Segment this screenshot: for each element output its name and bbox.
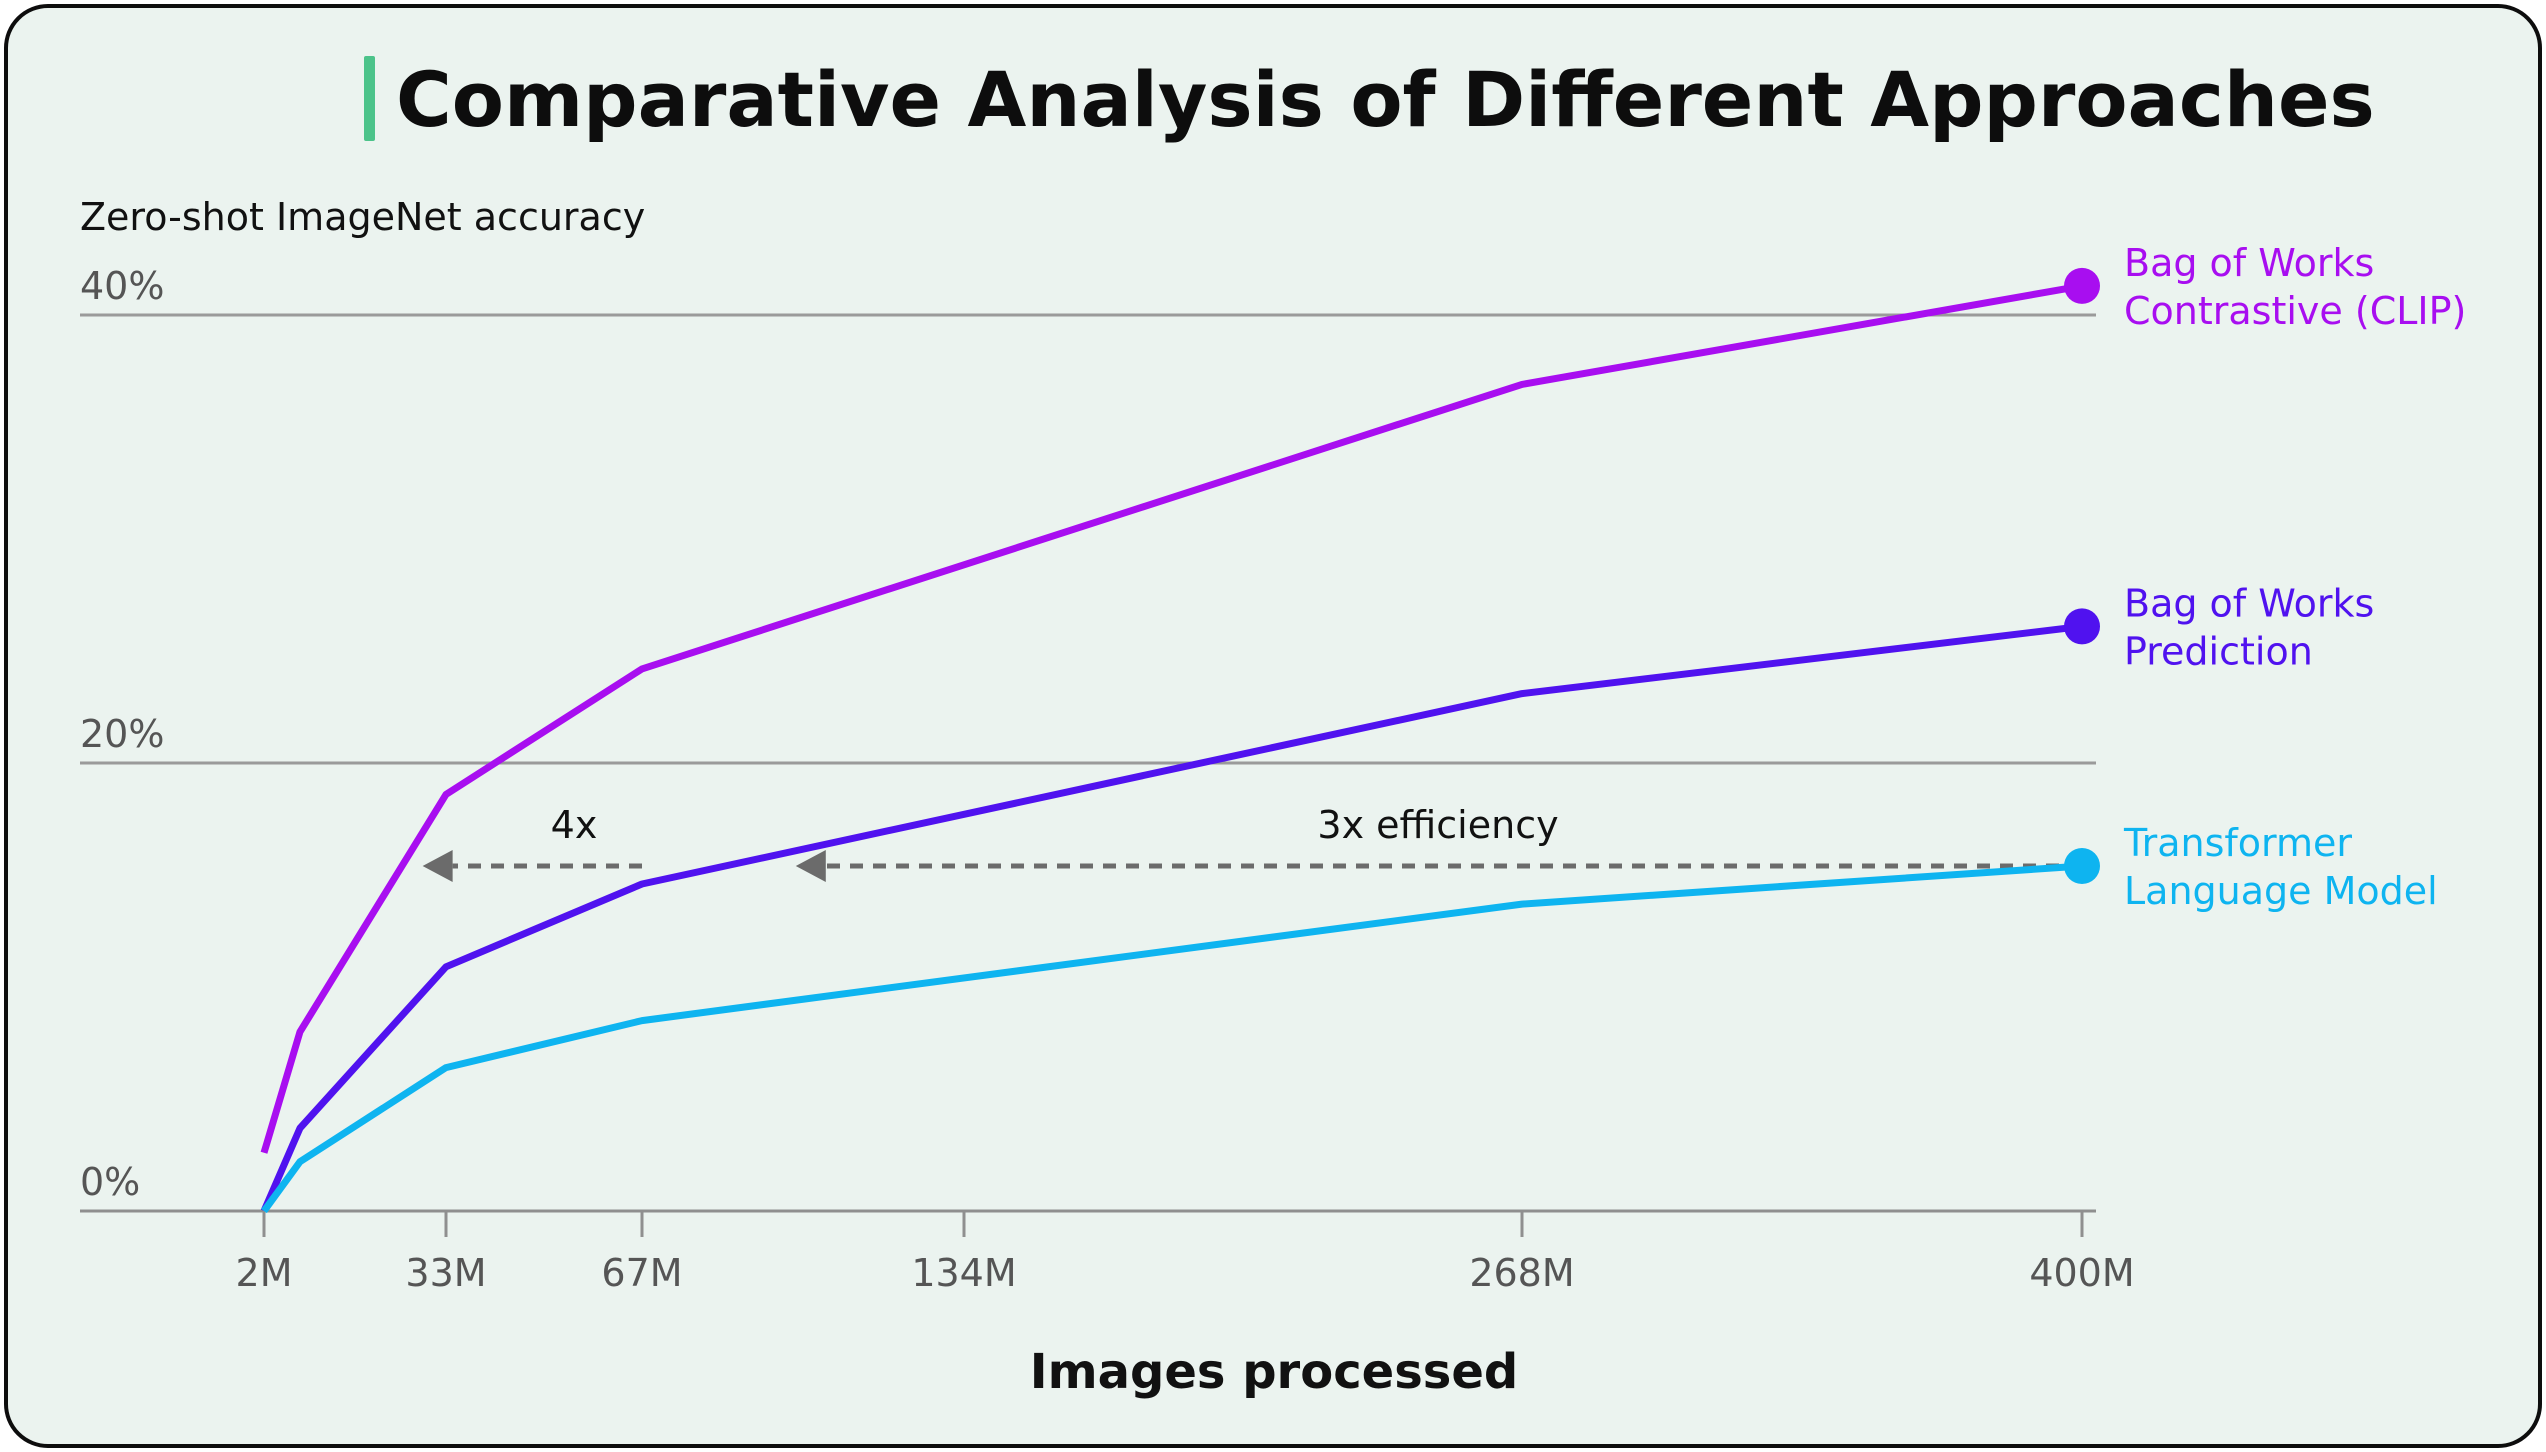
series-layer [260,267,2100,1214]
y-tick-label: 20% [80,712,164,756]
legend-entry-line: Prediction [2124,629,2313,673]
x-axis-label: Images processed [1030,1344,1519,1400]
annotation-label: 4x [551,803,598,847]
y-tick-label: 0% [80,1160,140,1204]
legend-entry-line: Bag of Works [2124,241,2374,285]
grid-layer: 0% 20% 40% 2M 33M 67M 134M 268M 400M [80,264,2135,1295]
title-accent-bar [364,56,375,141]
x-tick-label: 134M [911,1251,1016,1295]
annotation-arrow-head [422,850,453,883]
annotation-label: 3x efficiency [1317,803,1558,847]
line-chart: Comparative Analysis of Different Approa… [80,55,2466,1400]
legend-entry-line: Language Model [2124,869,2438,913]
x-tick-label: 67M [601,1251,682,1295]
x-tick-label: 2M [236,1251,293,1295]
legend-entry-line: Contrastive (CLIP) [2124,289,2466,333]
chart-card: Comparative Analysis of Different Approa… [4,4,2542,1448]
series-end-marker [2064,608,2100,645]
x-tick-label: 268M [1469,1251,1574,1295]
legend-entry-line: Transformer [2123,821,2352,865]
annotation-layer: 4x 3x efficiency [422,803,2082,883]
series-end-marker [2064,848,2100,885]
legend-layer: Bag of Works Contrastive (CLIP)Bag of Wor… [2123,241,2466,913]
y-tick-label: 40% [80,264,164,308]
y-axis-label: Zero-shot ImageNet accuracy [80,195,645,239]
legend-entry: Transformer Language Model [2123,821,2438,913]
series-end-marker [2064,267,2100,304]
series-line [261,862,2083,1214]
x-tick-label: 400M [2029,1251,2134,1295]
x-tick-label: 33M [405,1251,486,1295]
series-line [260,622,2083,1213]
annotation-arrow-head [795,850,826,883]
series-line [260,282,2083,1154]
legend-entry: Bag of Works Prediction [2124,581,2374,673]
chart-title: Comparative Analysis of Different Approa… [396,55,2375,144]
legend-entry: Bag of Works Contrastive (CLIP) [2124,241,2466,333]
legend-entry-line: Bag of Works [2124,581,2374,625]
